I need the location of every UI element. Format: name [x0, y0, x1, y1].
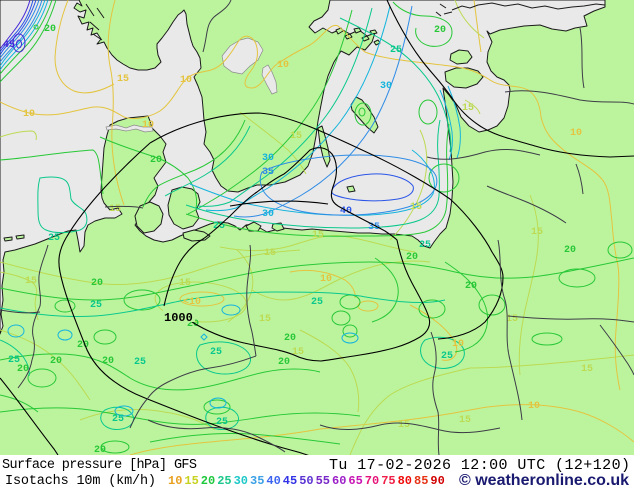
svg-text:15: 15	[264, 248, 276, 259]
svg-text:15: 15	[462, 103, 474, 114]
svg-text:75: 75	[381, 474, 395, 488]
svg-text:25: 25	[48, 233, 60, 244]
svg-text:20: 20	[465, 281, 477, 292]
svg-text:25: 25	[217, 474, 231, 488]
svg-text:65: 65	[348, 474, 362, 488]
svg-text:<10: <10	[183, 297, 201, 308]
svg-text:55: 55	[316, 474, 330, 488]
svg-text:80: 80	[398, 474, 412, 488]
svg-text:25: 25	[112, 414, 124, 425]
svg-text:10: 10	[320, 274, 332, 285]
svg-text:Tu 17-02-2026 12:00 UTC (12+12: Tu 17-02-2026 12:00 UTC (12+120)	[329, 457, 630, 474]
svg-text:10: 10	[570, 128, 582, 139]
svg-text:15: 15	[117, 74, 129, 85]
svg-text:20: 20	[150, 155, 162, 166]
svg-text:35: 35	[368, 222, 380, 233]
svg-text:20: 20	[187, 319, 199, 330]
svg-text:35: 35	[250, 474, 264, 488]
svg-text:20: 20	[278, 357, 290, 368]
svg-text:25: 25	[390, 45, 402, 56]
svg-text:10: 10	[528, 401, 540, 412]
svg-text:© weatheronline.co.uk: © weatheronline.co.uk	[459, 472, 629, 489]
svg-text:20: 20	[564, 245, 576, 256]
svg-text:25: 25	[311, 297, 323, 308]
svg-text:Isotachs 10m (km/h): Isotachs 10m (km/h)	[5, 474, 156, 489]
svg-text:15: 15	[184, 474, 198, 488]
svg-text:15: 15	[179, 278, 191, 289]
svg-text:60: 60	[332, 474, 346, 488]
svg-text:10: 10	[168, 474, 182, 488]
svg-text:20: 20	[102, 356, 114, 367]
svg-text:15: 15	[410, 202, 422, 213]
svg-text:20: 20	[201, 474, 215, 488]
svg-text:25: 25	[134, 357, 146, 368]
svg-text:30: 30	[262, 153, 274, 164]
svg-text:15: 15	[398, 420, 410, 431]
svg-text:15: 15	[290, 131, 302, 142]
svg-text:40: 40	[340, 206, 352, 217]
svg-text:30: 30	[380, 81, 392, 92]
svg-text:15: 15	[459, 415, 471, 426]
svg-text:1000: 1000	[164, 311, 193, 325]
svg-text:10: 10	[142, 120, 154, 131]
svg-text:15: 15	[109, 204, 121, 215]
svg-text:20: 20	[77, 340, 89, 351]
svg-text:15: 15	[292, 347, 304, 358]
svg-text:10: 10	[277, 60, 289, 71]
svg-text:15: 15	[581, 364, 593, 375]
svg-text:85: 85	[414, 474, 428, 488]
svg-text:20: 20	[91, 278, 103, 289]
svg-text:20: 20	[44, 24, 56, 35]
svg-text:Surface pressure [hPa] GFS: Surface pressure [hPa] GFS	[2, 458, 197, 473]
svg-text:15: 15	[312, 230, 324, 241]
svg-text:10: 10	[180, 75, 192, 86]
svg-text:15: 15	[259, 314, 271, 325]
svg-text:20: 20	[284, 333, 296, 344]
svg-text:25: 25	[441, 351, 453, 362]
svg-text:20: 20	[94, 445, 106, 456]
svg-text:35: 35	[262, 167, 274, 178]
svg-text:20: 20	[50, 356, 62, 367]
svg-text:25: 25	[419, 240, 431, 251]
svg-text:50: 50	[299, 474, 313, 488]
svg-text:30: 30	[262, 209, 274, 220]
svg-text:25: 25	[210, 347, 222, 358]
svg-text:15: 15	[506, 314, 518, 325]
svg-text:15: 15	[531, 227, 543, 238]
svg-text:10: 10	[452, 339, 464, 350]
svg-text:20: 20	[17, 364, 29, 375]
svg-text:45: 45	[3, 40, 15, 51]
svg-text:70: 70	[365, 474, 379, 488]
svg-text:10: 10	[23, 109, 35, 120]
svg-text:40: 40	[266, 474, 280, 488]
svg-text:90: 90	[430, 474, 444, 488]
svg-text:30: 30	[234, 474, 248, 488]
svg-text:45: 45	[283, 474, 297, 488]
svg-text:20: 20	[406, 252, 418, 263]
svg-text:20: 20	[434, 25, 446, 36]
svg-text:15: 15	[25, 276, 37, 287]
svg-text:25: 25	[216, 417, 228, 428]
svg-text:25: 25	[8, 355, 20, 366]
svg-text:25: 25	[90, 300, 102, 311]
